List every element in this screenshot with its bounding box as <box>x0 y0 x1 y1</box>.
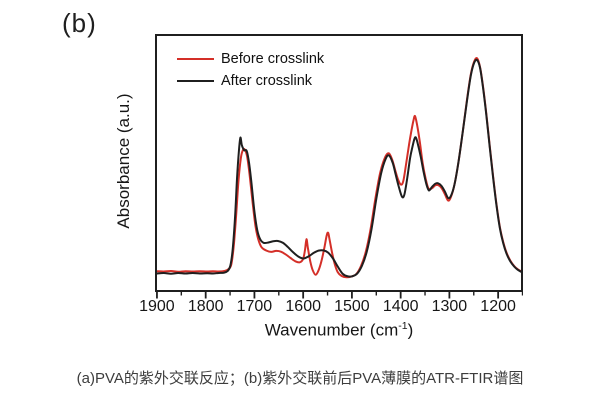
x-axis-title-main: Wavenumber (cm <box>264 320 399 340</box>
legend-label-after: After crosslink <box>221 72 313 89</box>
legend-label-before: Before crosslink <box>221 50 325 67</box>
x-tick-label: 1700 <box>236 298 273 315</box>
x-tick-label: 1300 <box>431 298 468 315</box>
legend-line-black <box>177 79 214 82</box>
legend-entry-before: Before crosslink <box>177 49 324 68</box>
series-curve-after-crosslink <box>157 58 521 278</box>
figure-caption: (a)PVA的紫外交联反应；(b)紫外交联前后PVA薄膜的ATR-FTIR谱图 <box>76 370 524 387</box>
x-axis-tick-labels: 1900 1800 1700 1600 1500 1400 1300 1200 <box>139 298 523 316</box>
x-tick-label: 1500 <box>334 298 370 315</box>
x-axis-title: Wavenumber (cm-1) <box>265 320 414 341</box>
spectra-canvas <box>157 57 521 279</box>
y-axis-title: Absorbance (a.u.) <box>114 93 133 229</box>
x-tick-label: 1600 <box>285 298 321 315</box>
x-tick-label: 1200 <box>480 298 516 315</box>
x-tick-label: 1400 <box>382 298 419 315</box>
x-axis-ticks <box>156 292 523 299</box>
legend: Before crosslink After crosslink <box>177 49 324 90</box>
legend-entry-after: After crosslink <box>177 71 324 90</box>
series-curve-before-crosslink <box>157 57 521 279</box>
panel-label: (b) <box>62 8 97 38</box>
x-axis-title-sup: -1 <box>398 320 408 332</box>
x-tick-label: 1800 <box>187 298 224 315</box>
x-tick-label: 1900 <box>139 298 175 315</box>
x-axis-title-end: ) <box>407 320 414 340</box>
legend-line-red <box>177 57 214 60</box>
plot-area: Before crosslink After crosslink <box>155 34 523 292</box>
